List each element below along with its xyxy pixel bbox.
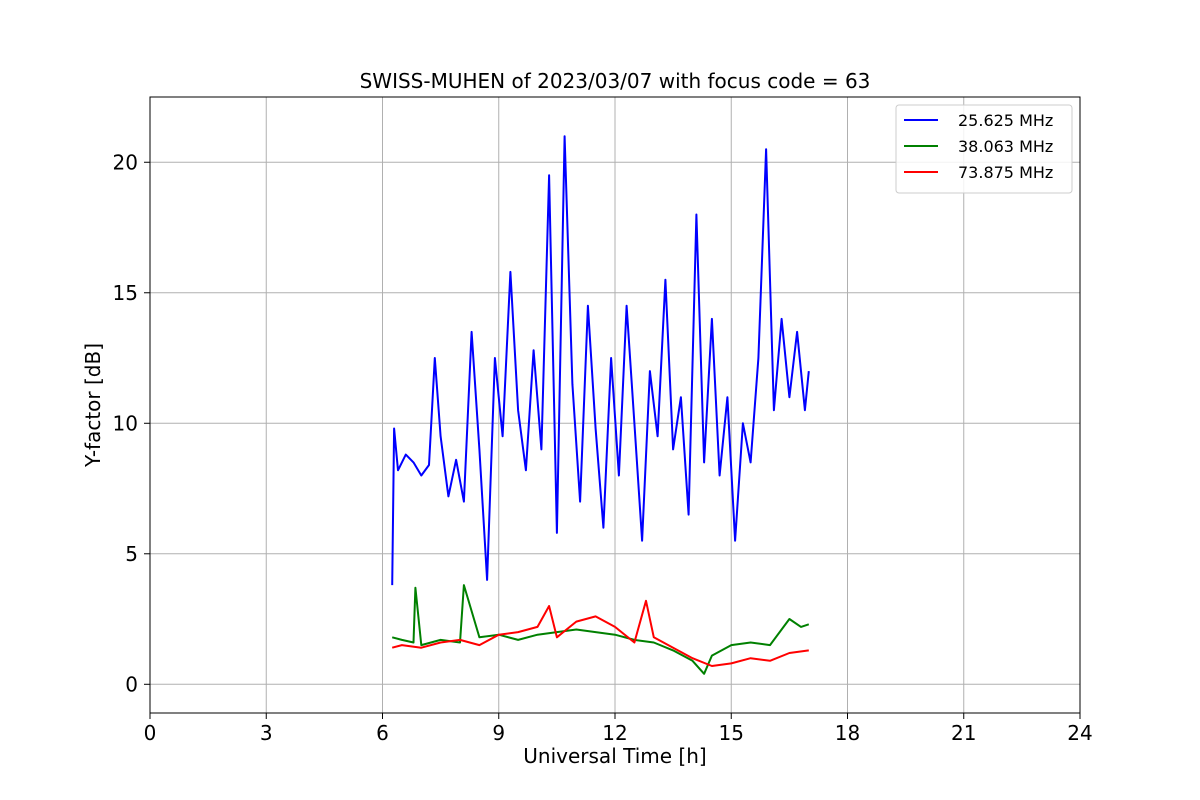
x-tick-label: 9 — [492, 721, 505, 745]
legend-label-1: 25.625 MHz — [958, 111, 1053, 130]
legend-label-2: 38.063 MHz — [958, 137, 1053, 156]
legend: 25.625 MHz 38.063 MHz 73.875 MHz — [895, 104, 1073, 194]
legend-box — [895, 104, 1073, 194]
series-line-1 — [391, 135, 810, 586]
x-tick-label: 3 — [260, 721, 273, 745]
series-line-3 — [391, 599, 809, 667]
y-axis-label: Y-factor [dB] — [81, 343, 105, 468]
series-line-2 — [391, 584, 810, 675]
legend-label-3: 73.875 MHz — [958, 163, 1053, 182]
y-tick-label: 0 — [125, 672, 138, 696]
x-tick-label: 21 — [951, 721, 976, 745]
x-tick-label: 0 — [144, 721, 157, 745]
y-tick-label: 5 — [125, 542, 138, 566]
x-axis-label: Universal Time [h] — [523, 744, 706, 768]
y-tick-label: 20 — [113, 150, 138, 174]
chart-title: SWISS-MUHEN of 2023/03/07 with focus cod… — [360, 69, 871, 93]
x-tick-label: 18 — [835, 721, 860, 745]
x-tick-label: 12 — [602, 721, 627, 745]
y-tick-label: 15 — [113, 281, 138, 305]
y-tick-label: 10 — [113, 411, 138, 435]
x-tick-label: 24 — [1067, 721, 1092, 745]
plot-series — [391, 135, 810, 675]
x-tick-label: 15 — [719, 721, 744, 745]
axis-ticks: 0 3 6 9 12 15 18 21 24 0 5 10 15 20 — [113, 150, 1093, 745]
x-tick-label: 6 — [376, 721, 389, 745]
